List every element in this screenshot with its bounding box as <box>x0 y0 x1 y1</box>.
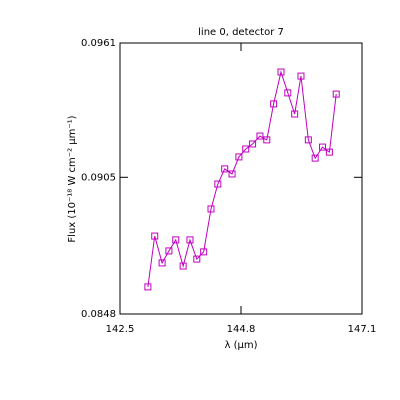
x-axis-label: λ (μm) <box>224 340 257 351</box>
data-point <box>214 180 222 188</box>
data-point <box>193 255 201 263</box>
data-point <box>221 165 229 173</box>
data-point <box>151 232 159 240</box>
data-point <box>158 259 166 267</box>
data-point <box>332 90 340 98</box>
data-point <box>179 262 187 270</box>
y-axis-label: Flux (10⁻¹⁸ W cm⁻² μm⁻¹) <box>67 115 78 242</box>
data-point <box>172 236 180 244</box>
data-point <box>256 132 264 140</box>
x-tick-label: 147.1 <box>348 324 377 335</box>
y-tick-label: 0.0961 <box>81 38 116 49</box>
y-tick-label: 0.0848 <box>81 309 116 320</box>
x-tick-label: 142.5 <box>106 324 135 335</box>
data-point <box>144 283 152 291</box>
data-point <box>249 140 257 148</box>
data-point <box>165 247 173 255</box>
data-point <box>311 154 319 162</box>
data-point <box>284 89 292 97</box>
data-point <box>200 248 208 256</box>
x-tick-label: 144.8 <box>227 324 256 335</box>
data-point <box>291 110 299 118</box>
data-point <box>304 136 312 144</box>
data-point <box>263 136 271 144</box>
y-tick-label: 0.0905 <box>81 172 116 183</box>
data-point <box>186 236 194 244</box>
data-point <box>319 143 327 151</box>
data-point <box>277 68 285 76</box>
data-point <box>270 100 278 108</box>
data-point <box>207 205 215 213</box>
data-point <box>242 145 250 153</box>
data-point <box>235 153 243 161</box>
data-point <box>228 170 236 178</box>
data-point <box>325 148 333 156</box>
data-line <box>147 70 337 287</box>
data-point <box>297 72 305 80</box>
chart-title: line 0, detector 7 <box>198 27 284 38</box>
